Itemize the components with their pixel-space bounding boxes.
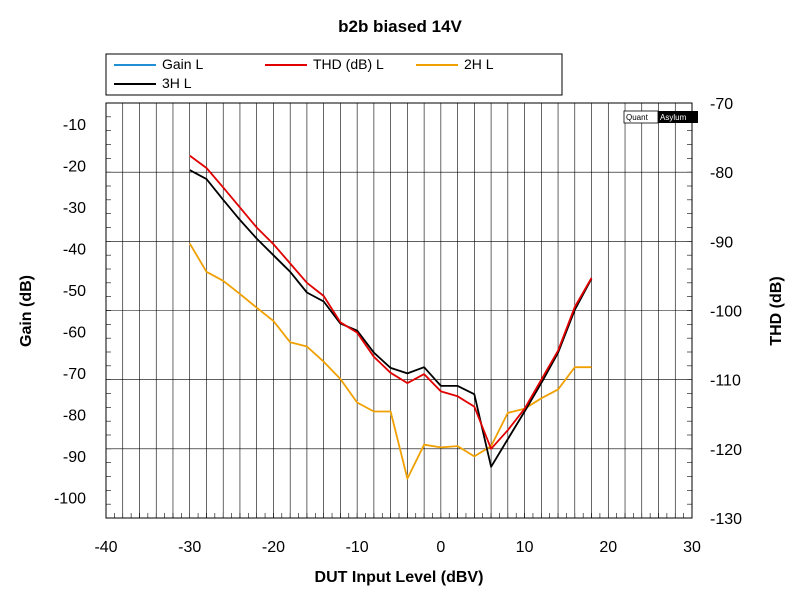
y-axis-label-right: THD (dB) (768, 276, 785, 345)
y-left-tick-label: -10 (63, 117, 86, 134)
x-tick-label: -10 (346, 539, 369, 556)
y-right-tick-label: -130 (710, 511, 742, 528)
watermark-text-asylum: Asylum (660, 113, 687, 122)
y-right-tick-label: -110 (710, 373, 741, 390)
grid (106, 103, 692, 518)
y-right-tick-labels: -70 -80 -90 -100 -110 -120 -130 (710, 96, 742, 528)
y-axis-label-left: Gain (dB) (18, 275, 35, 347)
watermark-text-quant: Quant (626, 113, 649, 122)
y-right-tick-label: -80 (710, 165, 733, 182)
chart-title: b2b biased 14V (338, 17, 462, 36)
legend-box (105, 53, 563, 96)
legend-label-thd-l: THD (dB) L (313, 56, 384, 72)
watermark-box-dark (658, 111, 698, 123)
legend-label-2h-l: 2H L (464, 56, 494, 72)
x-tick-label: -20 (262, 539, 285, 556)
x-tick-label: -30 (178, 539, 201, 556)
x-axis-label: DUT Input Level (dBV) (315, 569, 484, 586)
legend-label-gain-l: Gain L (162, 56, 203, 72)
x-tick-label: 0 (436, 539, 445, 556)
y-left-tick-labels: -10 -20 -30 -40 -50 -60 -70 -80 -90 -100 (54, 117, 86, 508)
y-left-tick-label: -50 (63, 283, 86, 300)
y-right-tick-label: -70 (710, 96, 733, 113)
x-tick-label: 10 (516, 539, 534, 556)
y-left-tick-label: -100 (54, 490, 86, 507)
y-right-tick-label: -90 (710, 234, 733, 251)
y-left-tick-label: -20 (63, 158, 86, 175)
x-tick-labels: -40 -30 -20 -10 0 10 20 30 (94, 539, 701, 556)
x-tick-label: 20 (599, 539, 617, 556)
y-left-tick-label: -90 (63, 449, 86, 466)
y-left-tick-label: -60 (63, 324, 86, 341)
y-left-tick-label: -70 (63, 366, 86, 383)
legend-label-3h-l: 3H L (162, 75, 192, 91)
series-layer (188, 154, 593, 480)
series-line-thd-db-l (189, 154, 593, 450)
x-tick-label: -40 (94, 539, 117, 556)
series-line-3h-l (189, 169, 593, 468)
y-left-tick-label: -30 (63, 200, 86, 217)
legend: Gain L THD (dB) L 2H L 3H L (105, 53, 563, 96)
minor-ticks (106, 116, 692, 518)
watermark: Quant Asylum (623, 110, 698, 124)
y-left-tick-label: -80 (63, 407, 86, 424)
y-left-tick-label: -40 (63, 241, 86, 258)
y-right-tick-label: -120 (710, 442, 742, 459)
plot-frame (105, 102, 693, 519)
x-tick-label: 30 (683, 539, 701, 556)
y-right-tick-label: -100 (710, 304, 742, 321)
